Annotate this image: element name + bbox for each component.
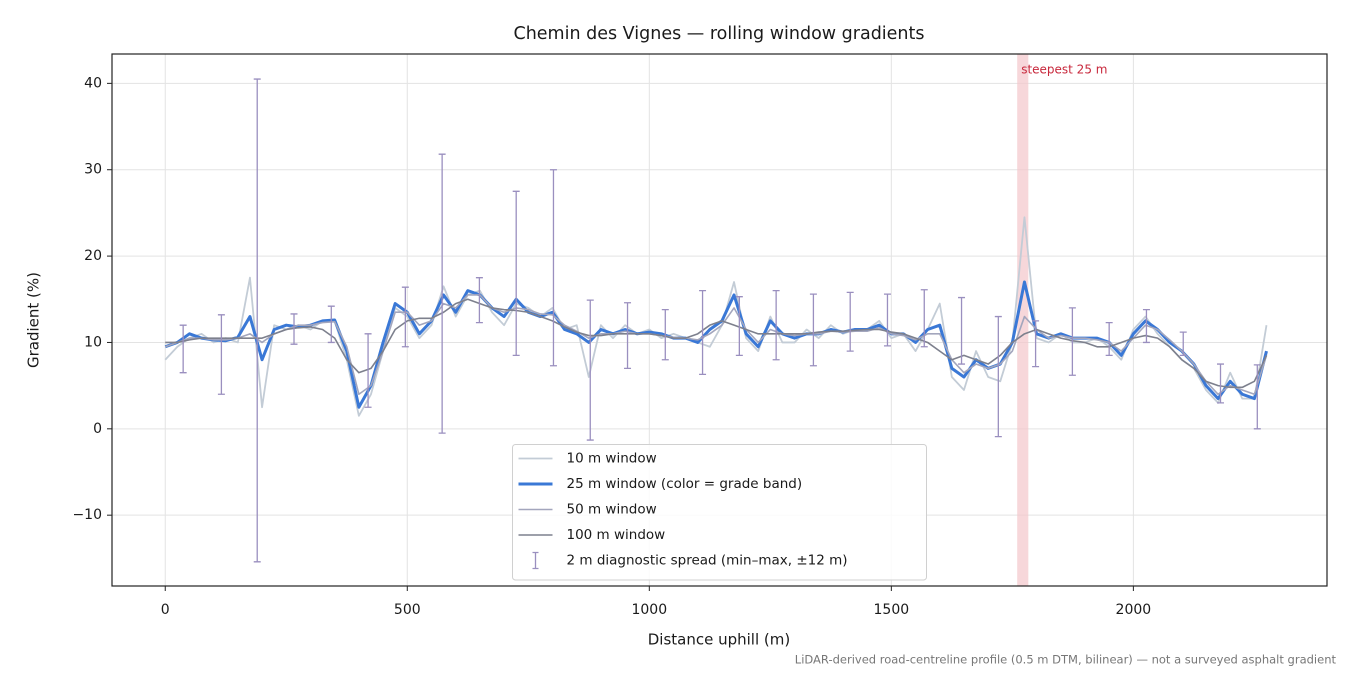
error-bar (958, 296, 966, 365)
x-axis-label: Distance uphill (m) (648, 631, 790, 649)
y-tick-label: 0 (93, 421, 102, 437)
x-tick-label: 0 (161, 602, 170, 618)
legend-box (512, 444, 927, 581)
error-bar (846, 291, 854, 352)
series-line (164, 294, 1268, 396)
axes: 0 500 1000 1500 2000 −10 0 10 20 30 40 steepest 25 … (72, 63, 1151, 619)
error-bar (809, 293, 817, 367)
x-tick-label: 2000 (1116, 602, 1152, 618)
error-bar (661, 308, 669, 361)
error-bar (438, 153, 446, 434)
error-bar (1142, 308, 1150, 344)
legend-label: 100 m window (567, 527, 666, 543)
legend: 10 m window 25 m window (color = grade ba… (512, 444, 927, 581)
plot-marks (164, 54, 1268, 586)
y-tick-label: 10 (84, 334, 102, 350)
error-bar (883, 293, 891, 347)
error-bar (364, 333, 372, 408)
series-line (164, 216, 1268, 417)
error-bar (179, 324, 187, 374)
error-bar (1068, 307, 1076, 376)
error-bar (549, 169, 557, 367)
error-bar (401, 286, 409, 348)
x-tick-label: 1500 (874, 602, 910, 618)
error-bar (1105, 321, 1113, 357)
error-bar (475, 277, 483, 324)
y-tick-label: 40 (84, 75, 102, 91)
error-bar (1253, 364, 1261, 430)
error-bar (772, 289, 780, 361)
error-bar (327, 305, 335, 344)
y-axis-label: Gradient (%) (25, 272, 43, 368)
y-tick-label: −10 (72, 507, 102, 523)
y-tick-label: 20 (84, 248, 102, 264)
legend-swatch (532, 551, 539, 570)
series-line (164, 280, 1268, 409)
error-bar (994, 315, 1002, 438)
error-bar (512, 190, 520, 357)
error-bar (290, 313, 298, 345)
legend-label: 10 m window (567, 451, 657, 467)
plot-frame (111, 53, 1328, 587)
legend-label: 50 m window (567, 502, 657, 518)
error-bar (1217, 363, 1225, 404)
error-bar (735, 296, 743, 357)
error-bar (699, 289, 707, 376)
highlight-label: steepest 25 m (1021, 63, 1107, 77)
footnote: LiDAR-derived road-centreline profile (0… (795, 653, 1337, 667)
error-bar (1032, 320, 1040, 368)
legend-label: 25 m window (color = grade band) (567, 476, 803, 492)
x-tick-label: 1000 (631, 602, 667, 618)
chart-title: Chemin des Vignes — rolling window gradi… (513, 24, 924, 44)
y-tick-label: 30 (84, 162, 102, 178)
error-bar (586, 299, 594, 441)
legend-label: 2 m diagnostic spread (min–max, ±12 m) (567, 553, 848, 569)
error-bar (217, 314, 225, 395)
series-line (165, 298, 1268, 389)
error-bar (920, 289, 928, 348)
x-tick-label: 500 (394, 602, 421, 618)
error-bar (1179, 331, 1187, 357)
error-bar (253, 78, 261, 563)
error-bar (624, 302, 632, 370)
